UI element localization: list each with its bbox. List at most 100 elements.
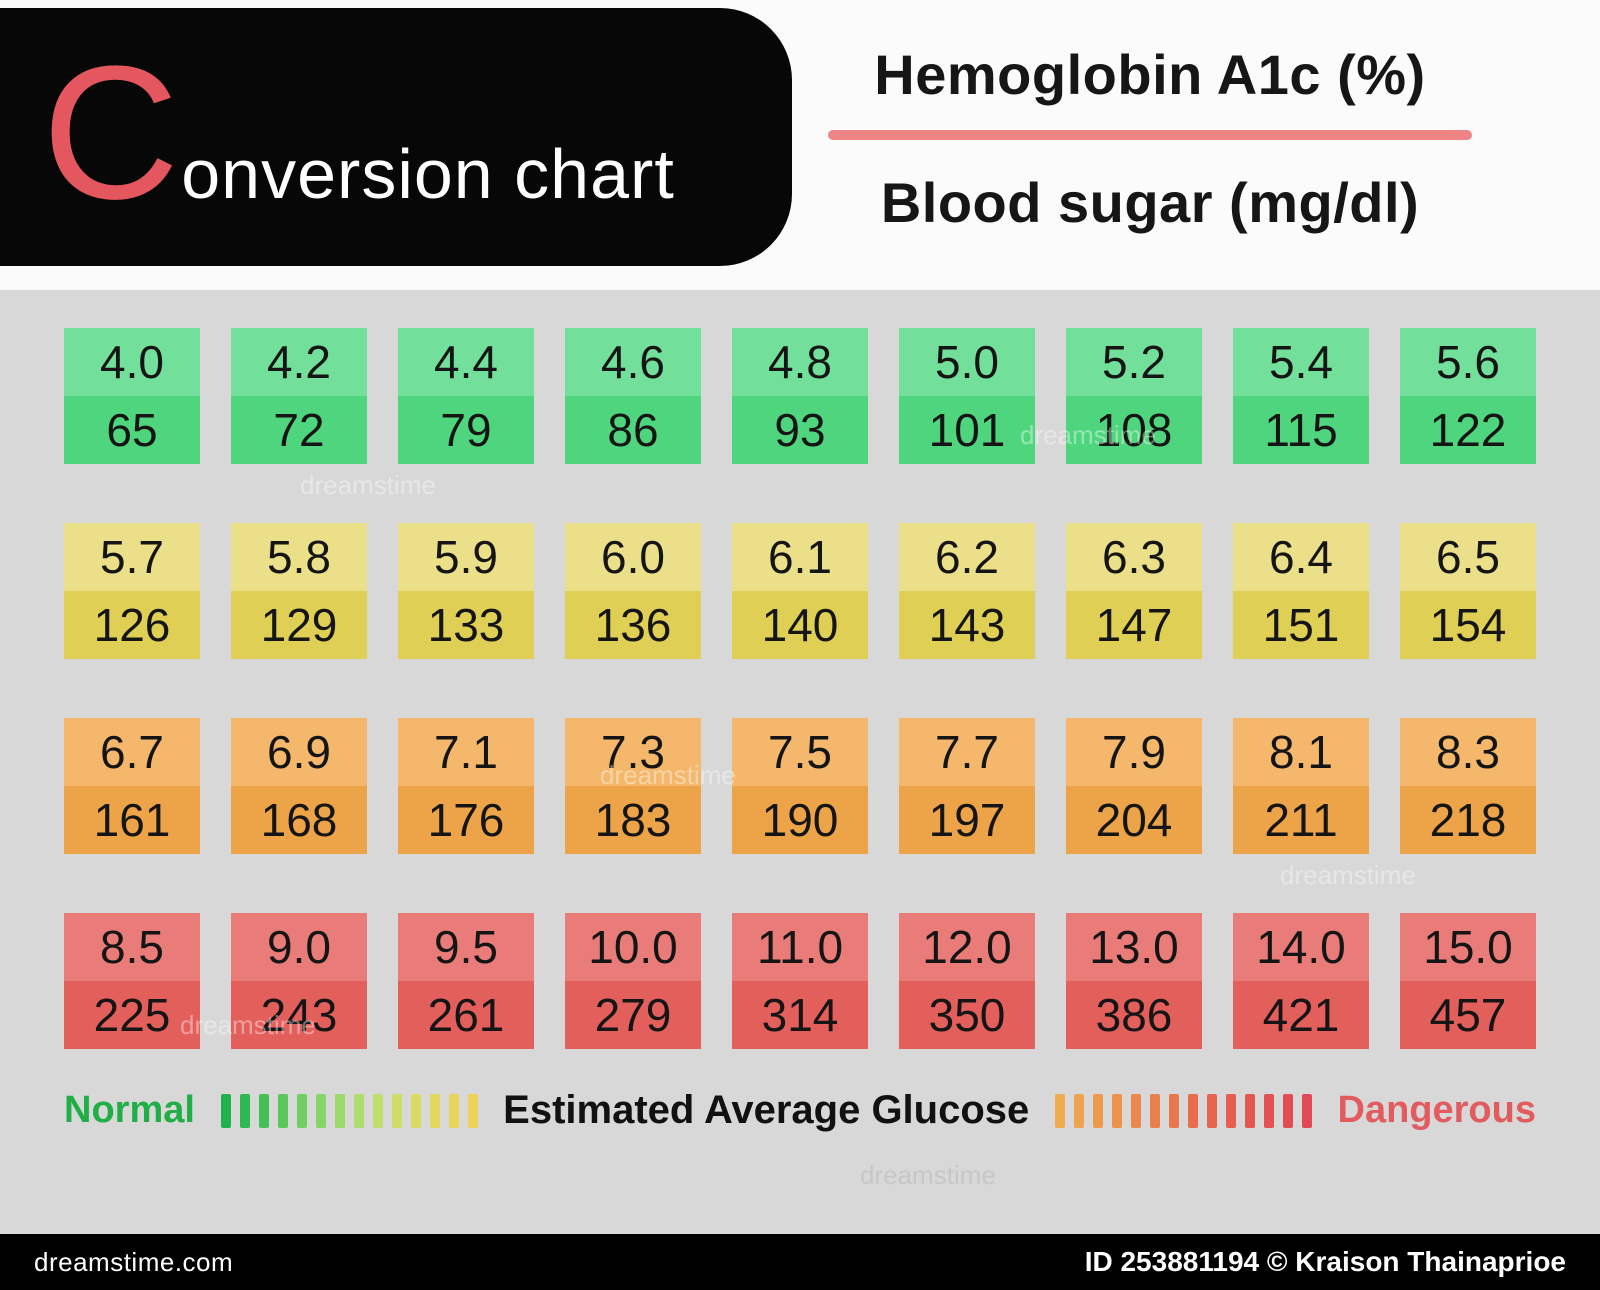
tile-row-dangerous: 8.5 225 9.0 243 9.5 261 10.0 279 11.0 314 12.0 350 1…	[64, 913, 1536, 1049]
a1c-value: 5.2	[1066, 328, 1202, 396]
conversion-tile: 4.0 65	[64, 328, 200, 464]
glucose-value: 154	[1400, 591, 1536, 659]
a1c-value: 7.1	[398, 718, 534, 786]
footer-credit: ID 253881194 © Kraison Thainaprioe	[1084, 1246, 1566, 1277]
glucose-value: 314	[732, 981, 868, 1049]
a1c-value: 10.0	[565, 913, 701, 981]
glucose-value: 126	[64, 591, 200, 659]
legend-tick	[429, 1093, 440, 1128]
legend-dangerous-label: Dangerous	[1337, 1089, 1536, 1131]
tile-row-elevated: 5.7 126 5.8 129 5.9 133 6.0 136 6.1 140 6.2 143 6.3 1…	[64, 523, 1536, 659]
conversion-tile: 5.6 122	[1400, 328, 1536, 464]
legend-tick	[1263, 1093, 1274, 1128]
conversion-tile: 5.7 126	[64, 523, 200, 659]
conversion-tile: 8.3 218	[1400, 718, 1536, 854]
conversion-tile: 4.6 86	[565, 328, 701, 464]
conversion-tile: 5.9 133	[398, 523, 534, 659]
glucose-value: 168	[231, 786, 367, 854]
a1c-value: 8.1	[1233, 718, 1369, 786]
heading-glucose: Blood sugar (mg/dl)	[880, 171, 1420, 234]
a1c-value: 5.8	[231, 523, 367, 591]
glucose-value: 350	[899, 981, 1035, 1049]
glucose-value: 211	[1233, 786, 1369, 854]
glucose-value: 140	[732, 591, 868, 659]
legend-tick	[1187, 1093, 1198, 1128]
conversion-tile: 5.0 101	[899, 328, 1035, 464]
glucose-value: 72	[231, 396, 367, 464]
a1c-value: 4.4	[398, 328, 534, 396]
conversion-tile: 15.0 457	[1400, 913, 1536, 1049]
glucose-value: 147	[1066, 591, 1202, 659]
conversion-tile: 4.8 93	[732, 328, 868, 464]
legend-tick	[239, 1093, 250, 1128]
a1c-value: 8.5	[64, 913, 200, 981]
conversion-tile: 9.0 243	[231, 913, 367, 1049]
conversion-tile: 6.0 136	[565, 523, 701, 659]
glucose-value: 197	[899, 786, 1035, 854]
legend-ticks-normal	[220, 1093, 478, 1128]
conversion-tile: 7.3 183	[565, 718, 701, 854]
glucose-value: 161	[64, 786, 200, 854]
legend-tick	[372, 1093, 383, 1128]
axis-headings: Hemoglobin A1c (%) Blood sugar (mg/dl)	[828, 42, 1472, 236]
a1c-value: 6.3	[1066, 523, 1202, 591]
conversion-tile: 5.2 108	[1066, 328, 1202, 464]
legend-tick	[1282, 1093, 1293, 1128]
a1c-value: 7.7	[899, 718, 1035, 786]
legend-tick	[220, 1093, 231, 1128]
page-title: onversion chart	[181, 135, 675, 213]
glucose-value: 93	[732, 396, 868, 464]
legend-tick	[296, 1093, 307, 1128]
conversion-tile: 6.7 161	[64, 718, 200, 854]
legend-tick	[1168, 1093, 1179, 1128]
a1c-value: 6.4	[1233, 523, 1369, 591]
glucose-value: 143	[899, 591, 1035, 659]
glucose-value: 136	[565, 591, 701, 659]
glucose-value: 176	[398, 786, 534, 854]
a1c-value: 6.7	[64, 718, 200, 786]
a1c-value: 4.6	[565, 328, 701, 396]
a1c-value: 4.8	[732, 328, 868, 396]
legend-normal-label: Normal	[64, 1089, 195, 1131]
glucose-value: 65	[64, 396, 200, 464]
legend: Normal Estimated Average Glucose Dangero…	[64, 1088, 1536, 1133]
conversion-tile: 14.0 421	[1233, 913, 1369, 1049]
legend-tick	[1130, 1093, 1141, 1128]
conversion-tile: 12.0 350	[899, 913, 1035, 1049]
legend-tick	[1244, 1093, 1255, 1128]
a1c-value: 15.0	[1400, 913, 1536, 981]
a1c-value: 6.1	[732, 523, 868, 591]
conversion-tile: 5.4 115	[1233, 328, 1369, 464]
glucose-value: 122	[1400, 396, 1536, 464]
legend-tick	[258, 1093, 269, 1128]
heading-divider	[828, 130, 1472, 140]
conversion-tile: 10.0 279	[565, 913, 701, 1049]
conversion-tile: 6.5 154	[1400, 523, 1536, 659]
a1c-value: 6.2	[899, 523, 1035, 591]
legend-tick	[353, 1093, 364, 1128]
legend-ticks-dangerous	[1054, 1093, 1312, 1128]
glucose-value: 218	[1400, 786, 1536, 854]
glucose-value: 129	[231, 591, 367, 659]
a1c-value: 4.0	[64, 328, 200, 396]
conversion-tile: 11.0 314	[732, 913, 868, 1049]
conversion-tile: 7.5 190	[732, 718, 868, 854]
conversion-tile: 13.0 386	[1066, 913, 1202, 1049]
conversion-tile: 7.7 197	[899, 718, 1035, 854]
legend-tick	[1111, 1093, 1122, 1128]
conversion-tile: 6.2 143	[899, 523, 1035, 659]
legend-tick	[1073, 1093, 1084, 1128]
glucose-value: 151	[1233, 591, 1369, 659]
glucose-value: 243	[231, 981, 367, 1049]
conversion-tile: 4.4 79	[398, 328, 534, 464]
conversion-tile: 5.8 129	[231, 523, 367, 659]
legend-tick	[448, 1093, 459, 1128]
glucose-value: 86	[565, 396, 701, 464]
a1c-value: 9.0	[231, 913, 367, 981]
heading-a1c: Hemoglobin A1c (%)	[874, 43, 1426, 106]
conversion-tile: 6.4 151	[1233, 523, 1369, 659]
watermark: dreamstime	[860, 1160, 996, 1190]
glucose-value: 79	[398, 396, 534, 464]
a1c-value: 5.0	[899, 328, 1035, 396]
glucose-value: 183	[565, 786, 701, 854]
